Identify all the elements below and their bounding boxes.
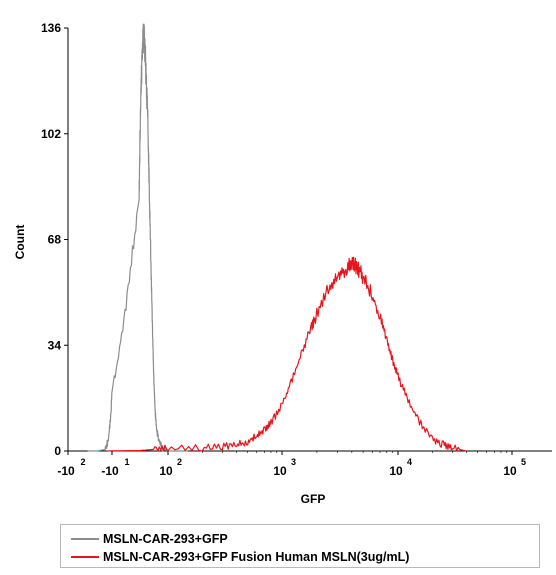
y-tick-label: 136 bbox=[41, 21, 61, 35]
legend-item-fusion: MSLN-CAR-293+GFP Fusion Human MSLN(3ug/m… bbox=[71, 548, 409, 566]
legend-label-control: MSLN-CAR-293+GFP bbox=[103, 532, 228, 546]
legend: MSLN-CAR-293+GFP MSLN-CAR-293+GFP Fusion… bbox=[60, 524, 540, 568]
x-tick-label: 10 bbox=[503, 464, 517, 478]
x-tick-exponent: 3 bbox=[291, 457, 296, 467]
x-tick-exponent: 2 bbox=[177, 457, 182, 467]
x-tick-exponent: 4 bbox=[407, 457, 412, 467]
y-tick-label: 0 bbox=[54, 444, 61, 458]
y-tick-label: 102 bbox=[41, 127, 61, 141]
x-tick-label: 10 bbox=[389, 464, 403, 478]
legend-item-control: MSLN-CAR-293+GFP bbox=[71, 530, 228, 548]
x-tick-exponent: 2 bbox=[81, 457, 86, 467]
legend-swatch-red bbox=[71, 556, 99, 558]
legend-label-fusion: MSLN-CAR-293+GFP Fusion Human MSLN(3ug/m… bbox=[103, 550, 410, 564]
y-axis-label: Count bbox=[13, 225, 27, 260]
x-tick-label: -10 bbox=[57, 464, 75, 478]
x-axis-label: GFP bbox=[301, 492, 326, 506]
series-line-1 bbox=[107, 256, 467, 452]
y-tick-label: 34 bbox=[48, 338, 62, 352]
legend-swatch-gray bbox=[71, 538, 99, 540]
x-tick-label: 10 bbox=[159, 464, 173, 478]
series-line-0 bbox=[87, 23, 189, 452]
x-tick-exponent: 1 bbox=[125, 457, 130, 467]
x-tick-label: -10 bbox=[101, 464, 119, 478]
x-tick-exponent: 5 bbox=[521, 457, 526, 467]
y-tick-label: 68 bbox=[48, 233, 62, 247]
x-tick-label: 10 bbox=[273, 464, 287, 478]
